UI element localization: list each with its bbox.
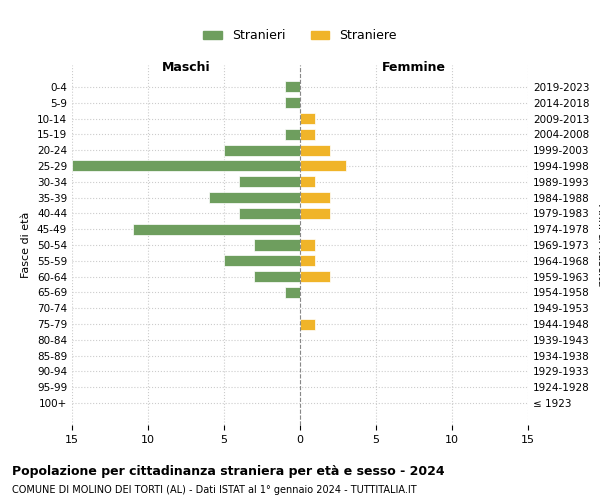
Bar <box>72 160 300 172</box>
Text: COMUNE DI MOLINO DEI TORTI (AL) - Dati ISTAT al 1° gennaio 2024 - TUTTITALIA.IT: COMUNE DI MOLINO DEI TORTI (AL) - Dati I… <box>12 485 416 495</box>
Bar <box>300 208 331 219</box>
Bar <box>224 144 300 156</box>
Bar <box>133 224 300 234</box>
Bar <box>300 176 315 188</box>
Bar <box>239 176 300 188</box>
Bar <box>285 287 300 298</box>
Text: Popolazione per cittadinanza straniera per età e sesso - 2024: Popolazione per cittadinanza straniera p… <box>12 465 445 478</box>
Y-axis label: Fasce di età: Fasce di età <box>22 212 31 278</box>
Bar <box>300 318 315 330</box>
Bar <box>239 208 300 219</box>
Bar <box>300 192 331 203</box>
Bar <box>254 271 300 282</box>
Bar <box>224 256 300 266</box>
Bar <box>300 129 315 140</box>
Bar <box>285 129 300 140</box>
Legend: Stranieri, Straniere: Stranieri, Straniere <box>198 24 402 48</box>
Text: Maschi: Maschi <box>161 61 211 74</box>
Bar <box>300 144 331 156</box>
Bar <box>300 256 315 266</box>
Bar <box>300 113 315 124</box>
Bar <box>285 97 300 108</box>
Bar <box>285 82 300 92</box>
Bar <box>300 240 315 250</box>
Text: Femmine: Femmine <box>382 61 446 74</box>
Bar <box>254 240 300 250</box>
Bar <box>300 160 346 172</box>
Bar <box>209 192 300 203</box>
Bar <box>300 271 331 282</box>
Y-axis label: Anni di nascita: Anni di nascita <box>596 204 600 286</box>
